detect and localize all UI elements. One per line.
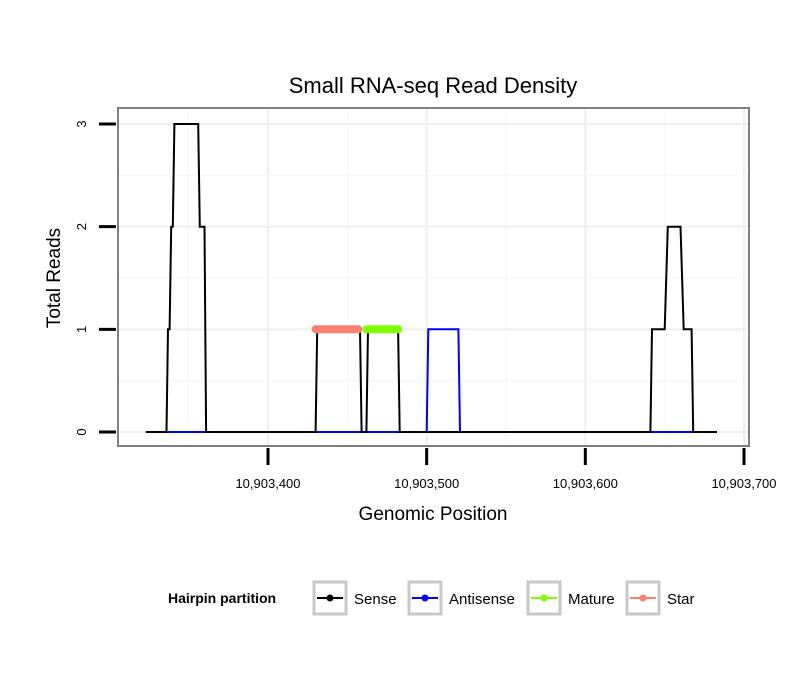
series-layer	[145, 123, 717, 433]
chart-title: Small RNA-seq Read Density	[289, 73, 578, 98]
legend-title: Hairpin partition	[168, 590, 276, 606]
x-axis: 10,903,400 10,903,500 10,903,600 10,903,700	[235, 448, 777, 491]
legend-label-mature: Mature	[568, 591, 615, 608]
y-tick-label: 0	[74, 428, 89, 435]
legend-key-point	[326, 594, 334, 602]
legend-key-point	[540, 594, 548, 602]
plot-background	[118, 108, 749, 446]
x-tick-label: 10,903,400	[235, 476, 300, 491]
y-tick-label: 3	[74, 120, 89, 127]
legend-label-antisense: Antisense	[449, 591, 515, 608]
plot-panel	[117, 107, 750, 447]
x-axis-title: Genomic Position	[359, 504, 508, 525]
x-tick-label: 10,903,500	[394, 476, 459, 491]
legend-label-sense: Sense	[354, 591, 397, 608]
legend-key-point	[639, 594, 647, 602]
plot-border	[117, 107, 750, 447]
x-tick-label: 10,903,600	[553, 476, 618, 491]
legend-items: Sense Antisense Mature Star	[312, 580, 695, 616]
legend-label-star: Star	[667, 591, 695, 608]
y-tick-label: 2	[74, 223, 89, 230]
y-axis: 0 1 2 3	[74, 120, 116, 436]
y-axis-title: Total Reads	[44, 228, 65, 328]
y-tick-label: 1	[74, 326, 89, 333]
legend-key-point	[421, 594, 429, 602]
series-line-sense	[145, 123, 717, 433]
legend: Hairpin partition Sense Antisense Mature St…	[168, 580, 695, 616]
x-tick-label: 10,903,700	[711, 476, 776, 491]
